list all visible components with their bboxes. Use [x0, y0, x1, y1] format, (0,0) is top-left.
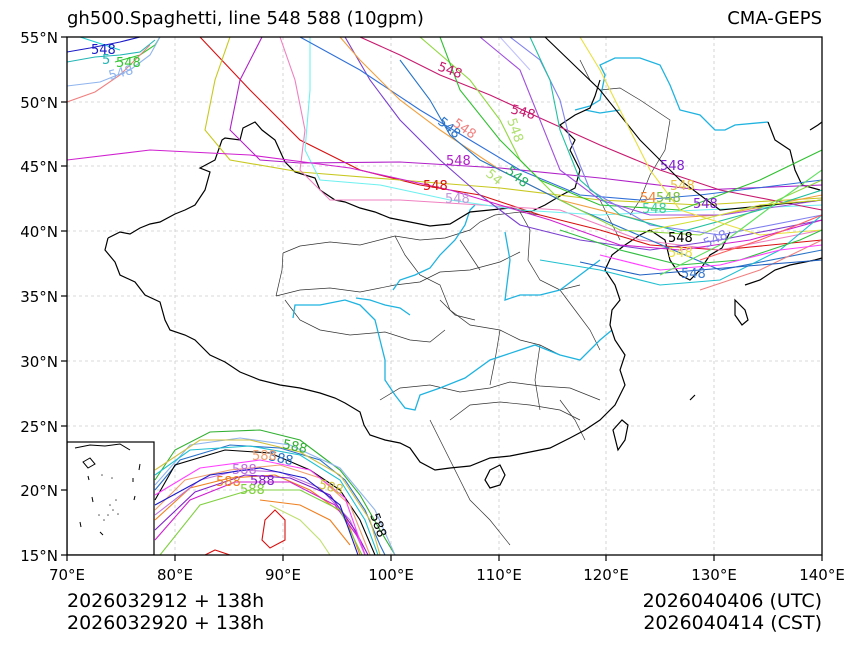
contour-label: 588 — [317, 477, 345, 498]
contour-label: 548 — [681, 267, 706, 282]
latitude-labels: 55°N 50°N 45°N 40°N 35°N 30°N 25°N 20°N … — [20, 29, 58, 565]
contour-label: 548 — [436, 60, 464, 83]
contour-label: 588 — [216, 475, 241, 490]
contour-label: 548 — [91, 43, 116, 58]
lat-tick: 50°N — [20, 94, 58, 112]
contour-label: 588 — [267, 449, 294, 469]
init-time-2: 2026032920 + 138h — [67, 612, 265, 634]
valid-time-utc: 2026040406 (UTC) — [642, 590, 822, 612]
contour-label: 548 — [502, 164, 531, 191]
init-times: 2026032912 + 138h 2026032920 + 138h — [67, 590, 264, 634]
coastline-borders — [104, 79, 822, 489]
lat-tick: 20°N — [20, 482, 58, 500]
valid-times: 2026040406 (UTC) 2026040414 (CST) — [643, 590, 822, 634]
lon-tick: 70°E — [49, 566, 85, 584]
contour-label: 548 — [445, 192, 470, 207]
contour-label: 548 — [642, 202, 667, 217]
contour-label: 548 — [446, 154, 471, 169]
lat-tick: 15°N — [20, 547, 58, 565]
model-name: CMA-GEPS — [727, 8, 822, 29]
svg-text:54: 54 — [640, 191, 657, 206]
contour-label: 548 — [656, 191, 681, 206]
contours-588 — [154, 429, 396, 555]
lon-tick: 130°E — [691, 566, 737, 584]
svg-text:54: 54 — [482, 167, 504, 189]
lon-tick: 140°E — [799, 566, 845, 584]
contour-label: 548 — [660, 159, 685, 174]
contour-label: 548 — [423, 179, 448, 194]
contour-label: 588 — [281, 437, 308, 457]
lon-tick: 100°E — [368, 566, 414, 584]
chart-title: gh500.Spaghetti, line 548 588 (10gpm) — [67, 8, 424, 29]
init-time-1: 2026032912 + 138h — [67, 590, 265, 612]
lat-tick: 30°N — [20, 353, 58, 371]
contour-label: 548 — [668, 246, 693, 261]
contour-label: 548 — [107, 63, 135, 84]
lon-tick: 90°E — [265, 566, 301, 584]
svg-text:5: 5 — [102, 53, 110, 68]
contour-label: 588 — [252, 449, 277, 464]
contour-labels-588: 588 588 588 588 588 588 588 588 588 — [216, 437, 389, 539]
contour-label: 548 — [693, 197, 718, 212]
lat-tick: 55°N — [20, 29, 58, 47]
axis-ticks — [61, 36, 823, 561]
contour-label: 548 — [668, 231, 693, 246]
contour-label: 548 — [503, 116, 526, 144]
valid-time-cst: 2026040414 (CST) — [643, 612, 822, 634]
longitude-labels: 70°E 80°E 90°E 100°E 110°E 120°E 130°E 1… — [49, 566, 845, 584]
contour-label: 548 — [670, 179, 695, 194]
lat-tick: 45°N — [20, 158, 58, 176]
contour-label: 588 — [232, 463, 257, 478]
south-china-sea-inset — [67, 441, 155, 555]
lon-tick: 120°E — [583, 566, 629, 584]
lon-tick: 110°E — [476, 566, 522, 584]
contours-548 — [67, 37, 822, 291]
lat-tick: 35°N — [20, 288, 58, 306]
contour-label: 588 — [366, 511, 389, 539]
contour-label: 588 — [240, 483, 265, 498]
contour-label: 548 — [116, 56, 141, 71]
lat-tick: 25°N — [20, 418, 58, 436]
lon-tick: 80°E — [157, 566, 193, 584]
lat-tick: 40°N — [20, 223, 58, 241]
contour-label: 588 — [250, 474, 275, 489]
contour-label: 548 — [509, 102, 537, 123]
